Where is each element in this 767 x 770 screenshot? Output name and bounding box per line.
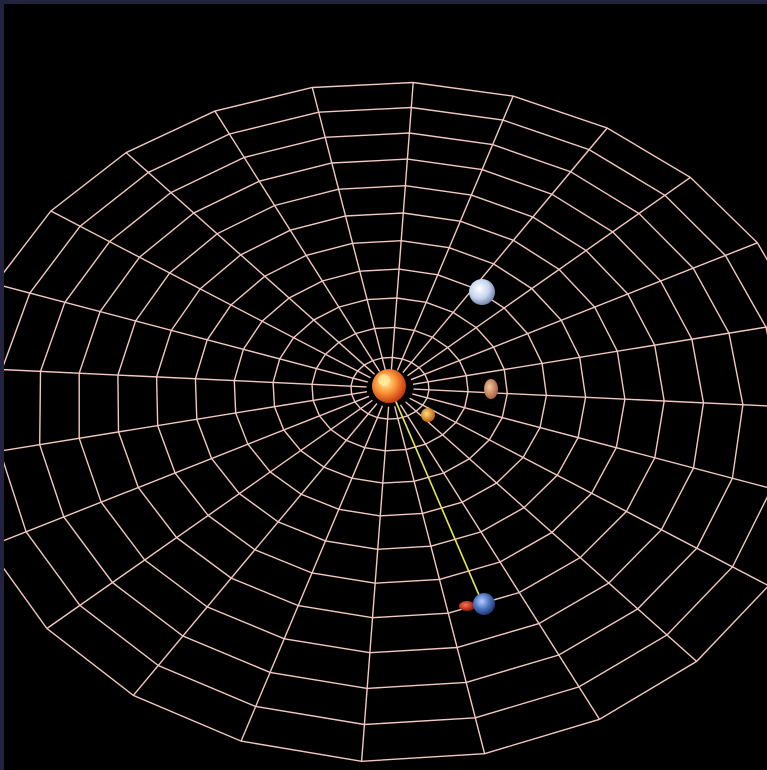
tan-planet[interactable] — [484, 379, 498, 399]
grid-spoke — [405, 401, 698, 662]
grid-ring — [38, 132, 744, 690]
small-orange-planet[interactable] — [421, 408, 435, 422]
grid-spoke — [412, 393, 767, 489]
grid-spoke — [409, 397, 767, 586]
grid-spoke — [360, 406, 390, 762]
sun[interactable] — [372, 369, 406, 403]
grid-spoke — [394, 406, 486, 754]
grid-spoke — [46, 399, 373, 630]
grid-spoke — [214, 110, 381, 372]
grid-spoke — [240, 405, 384, 742]
orbit-line — [389, 387, 483, 603]
grid-spoke — [407, 176, 691, 377]
grid-spoke — [396, 95, 514, 371]
grid-spoke — [4, 395, 370, 542]
grid-spoke — [4, 368, 367, 388]
grid-spoke — [132, 403, 378, 696]
solar-system-scene[interactable] — [4, 4, 767, 770]
grid-spoke — [50, 210, 371, 379]
grid-spoke — [4, 285, 368, 383]
grid-spoke — [412, 326, 767, 385]
white-planet[interactable] — [469, 279, 495, 305]
grid-spoke — [410, 242, 758, 381]
grid-spoke — [402, 127, 608, 374]
red-moon[interactable] — [459, 601, 475, 611]
grid-spoke — [413, 388, 767, 407]
blue-planet[interactable] — [473, 593, 495, 615]
orbital-grid — [4, 81, 767, 763]
grid-spoke — [390, 82, 414, 370]
grid-spoke — [125, 152, 375, 375]
grid-spoke — [399, 404, 601, 720]
grid-spoke — [4, 391, 368, 452]
grid-spoke — [311, 87, 386, 371]
3d-viewport[interactable] — [4, 4, 767, 770]
